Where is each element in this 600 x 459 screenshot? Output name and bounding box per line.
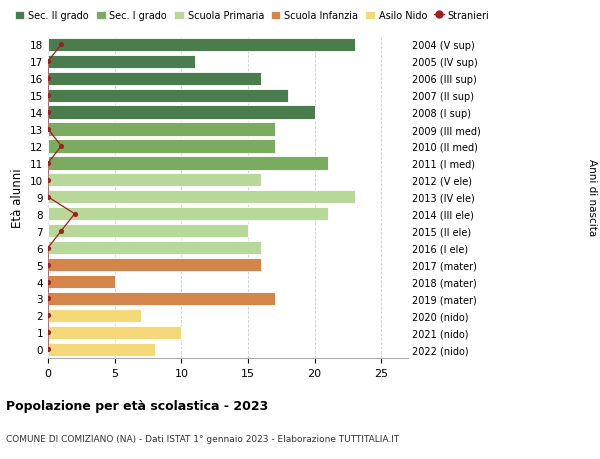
Point: [43, 92, 53, 100]
Bar: [48, 56, 194, 69]
Point: [43, 346, 53, 353]
Point: [56, 228, 66, 235]
Bar: [48, 275, 115, 289]
Point: [43, 245, 53, 252]
Bar: [48, 157, 328, 170]
Bar: [48, 326, 181, 339]
Text: COMUNE DI COMIZIANO (NA) - Dati ISTAT 1° gennaio 2023 - Elaborazione TUTTITALIA.: COMUNE DI COMIZIANO (NA) - Dati ISTAT 1°…: [6, 434, 399, 443]
Bar: [48, 39, 355, 52]
Point: [43, 126, 53, 134]
Point: [43, 329, 53, 336]
Point: [43, 261, 53, 269]
Bar: [48, 191, 355, 204]
Y-axis label: Età alunni: Età alunni: [11, 168, 25, 227]
Bar: [48, 241, 262, 255]
Point: [56, 143, 66, 150]
Point: [43, 312, 53, 319]
Bar: [48, 343, 155, 356]
Point: [43, 194, 53, 201]
Point: [43, 177, 53, 184]
Point: [43, 160, 53, 167]
Point: [43, 295, 53, 302]
Point: [70, 211, 79, 218]
Bar: [48, 258, 262, 272]
Bar: [48, 309, 142, 322]
Point: [43, 278, 53, 285]
Point: [43, 58, 53, 66]
Bar: [48, 140, 275, 153]
Bar: [48, 174, 262, 187]
Bar: [48, 292, 275, 305]
Text: Anni di nascita: Anni di nascita: [587, 159, 597, 236]
Bar: [48, 207, 328, 221]
Point: [43, 109, 53, 117]
Bar: [48, 90, 288, 102]
Legend: Sec. II grado, Sec. I grado, Scuola Primaria, Scuola Infanzia, Asilo Nido, Stran: Sec. II grado, Sec. I grado, Scuola Prim…: [11, 7, 493, 25]
Bar: [48, 106, 314, 119]
Point: [56, 41, 66, 49]
Bar: [48, 123, 275, 136]
Bar: [48, 224, 248, 238]
Point: [43, 75, 53, 83]
Text: Popolazione per età scolastica - 2023: Popolazione per età scolastica - 2023: [6, 399, 268, 412]
Bar: [48, 73, 262, 85]
